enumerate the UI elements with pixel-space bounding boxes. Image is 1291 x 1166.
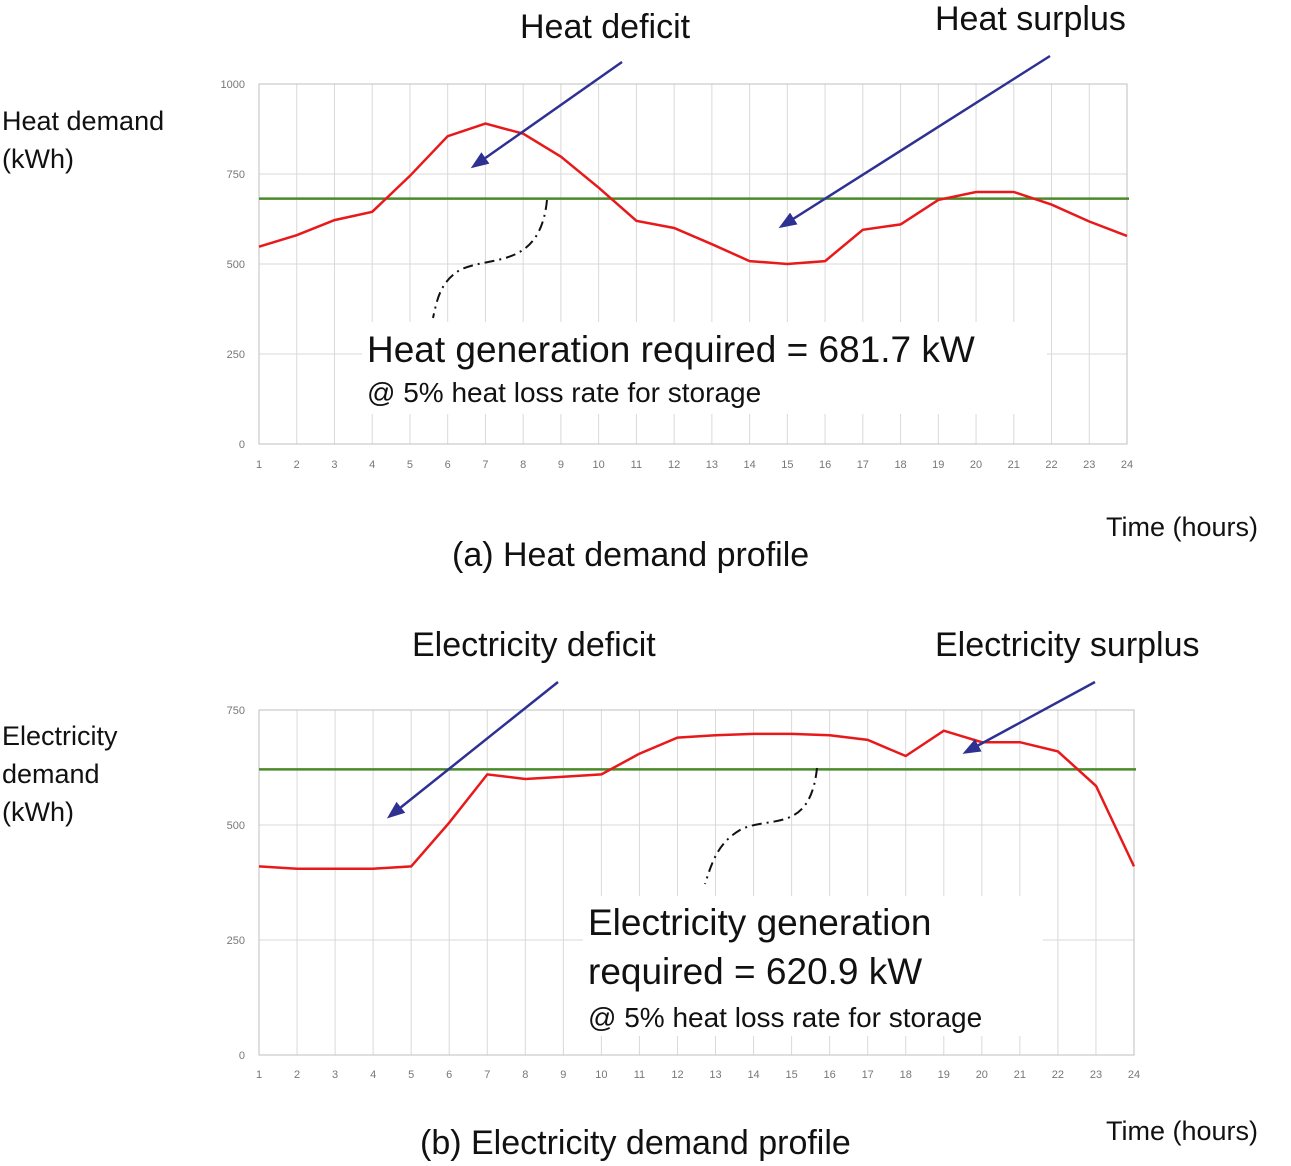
heat-demand-line: [258, 122, 1128, 266]
heat-x-tick-label: 23: [1083, 459, 1095, 471]
heat-x-tick-label: 10: [593, 459, 605, 471]
electricity-x-tick-label: 16: [824, 1069, 836, 1081]
electricity-annotation-box: [583, 896, 1043, 1036]
heat-plot-frame: [258, 83, 1128, 445]
electricity-generation-callout-line: [704, 767, 818, 885]
heat-y-tick-label: 250: [227, 349, 245, 361]
electricity-x-tick-label: 6: [446, 1069, 452, 1081]
heat-y-axis-label-1: Heat demand: [2, 106, 164, 136]
heat-generation-label: Heat generation required = 681.7 kW: [367, 329, 975, 370]
heat-generation-callout-line: [432, 199, 548, 319]
heat-x-tick-label: 12: [668, 459, 680, 471]
electricity-x-tick-label: 20: [976, 1069, 988, 1081]
electricity-y-tick-label: 500: [227, 820, 245, 832]
electricity-x-tick-label: 8: [522, 1069, 528, 1081]
electricity-x-tick-label: 18: [900, 1069, 912, 1081]
electricity-x-tick-label: 4: [370, 1069, 376, 1081]
electricity-x-tick-label: 12: [671, 1069, 683, 1081]
electricity-y-axis-label-2: demand: [2, 759, 100, 789]
electricity-x-tick-label: 9: [560, 1069, 566, 1081]
electricity-generation-label-2: required = 620.9 kW: [588, 951, 922, 992]
electricity-x-tick-label: 17: [862, 1069, 874, 1081]
electricity-x-tick-label: 21: [1014, 1069, 1026, 1081]
electricity-demand-line: [258, 729, 1136, 870]
electricity-x-axis-label: Time (hours): [1106, 1116, 1258, 1146]
heat-annotation-box: [362, 322, 1047, 414]
electricity-loss-note: @ 5% heat loss rate for storage: [588, 1002, 982, 1033]
heat-loss-note: @ 5% heat loss rate for storage: [367, 377, 761, 408]
electricity-x-tick-label: 3: [332, 1069, 338, 1081]
heat-x-tick-label: 6: [445, 459, 451, 471]
electricity-surplus-arrow: [962, 680, 1096, 754]
electricity-deficit-label: Electricity deficit: [412, 626, 656, 664]
heat-x-tick-label: 4: [369, 459, 375, 471]
heat-x-axis-label: Time (hours): [1106, 512, 1258, 542]
electricity-surplus-label: Electricity surplus: [935, 626, 1200, 664]
heat-x-tick-label: 19: [932, 459, 944, 471]
electricity-y-axis-label-3: (kWh): [2, 797, 74, 827]
electricity-y-tick-label: 250: [227, 935, 245, 947]
electricity-y-tick-label: 0: [239, 1050, 245, 1062]
heat-x-tick-label: 11: [631, 459, 642, 471]
electricity-x-tick-label: 10: [595, 1069, 607, 1081]
electricity-x-tick-label: 1: [256, 1069, 262, 1081]
heat-x-tick-label: 5: [407, 459, 413, 471]
heat-x-tick-label: 21: [1008, 459, 1020, 471]
heat-x-tick-label: 3: [331, 459, 337, 471]
heat-x-tick-label: 14: [743, 459, 755, 471]
electricity-chart-caption: (b) Electricity demand profile: [420, 1124, 851, 1162]
heat-surplus-arrow: [778, 54, 1051, 229]
heat-y-axis-label-2: (kWh): [2, 144, 74, 174]
electricity-x-tick-label: 7: [484, 1069, 490, 1081]
heat-surplus-label: Heat surplus: [935, 0, 1126, 38]
heat-x-tick-label: 18: [894, 459, 906, 471]
electricity-deficit-arrow: [386, 681, 559, 819]
heat-x-tick-label: 2: [294, 459, 300, 471]
electricity-x-tick-label: 19: [938, 1069, 950, 1081]
electricity-generation-label-1: Electricity generation: [588, 902, 931, 943]
heat-deficit-label: Heat deficit: [520, 8, 691, 46]
electricity-y-tick-label: 750: [227, 705, 245, 717]
heat-x-tick-label: 20: [970, 459, 982, 471]
heat-chart-y-ticks: 0 250 500 750 1000: [221, 79, 245, 451]
electricity-x-tick-label: 11: [634, 1069, 645, 1081]
heat-x-tick-label: 13: [706, 459, 718, 471]
heat-x-tick-label: 9: [558, 459, 564, 471]
heat-y-tick-label: 500: [227, 259, 245, 271]
electricity-chart-y-ticks: 0 250 500 750: [227, 705, 245, 1062]
electricity-x-tick-label: 24: [1128, 1069, 1140, 1081]
heat-x-tick-label: 15: [781, 459, 793, 471]
heat-y-tick-label: 0: [239, 439, 245, 451]
heat-x-tick-label: 16: [819, 459, 831, 471]
electricity-x-tick-label: 22: [1052, 1069, 1064, 1081]
heat-chart-x-ticks: 1 2 3 4 5 6 7 8 9 10 11 12 13 14 15 16 17 18 19 20 21 22 23 24: [256, 459, 1133, 471]
electricity-x-tick-label: 14: [747, 1069, 759, 1081]
electricity-y-axis-label-1: Electricity: [2, 721, 118, 751]
electricity-x-tick-label: 15: [785, 1069, 797, 1081]
heat-chart-caption: (a) Heat demand profile: [452, 536, 809, 574]
heat-x-tick-label: 24: [1121, 459, 1133, 471]
electricity-x-tick-label: 2: [294, 1069, 300, 1081]
heat-x-tick-label: 17: [857, 459, 869, 471]
electricity-x-tick-label: 13: [709, 1069, 721, 1081]
heat-x-tick-label: 7: [482, 459, 488, 471]
electricity-x-tick-label: 5: [408, 1069, 414, 1081]
heat-x-tick-label: 1: [256, 459, 262, 471]
electricity-chart-x-ticks: 1 2 3 4 5 6 7 8 9 10 11 12 13 14 15 16 17 18 19 20 21 22 23 24: [256, 1069, 1140, 1081]
heat-y-tick-label: 1000: [221, 79, 245, 91]
heat-deficit-arrow: [470, 60, 623, 169]
electricity-plot-frame: [258, 709, 1135, 1056]
heat-x-tick-label: 22: [1045, 459, 1057, 471]
electricity-x-tick-label: 23: [1090, 1069, 1102, 1081]
heat-y-tick-label: 750: [227, 169, 245, 181]
heat-x-tick-label: 8: [520, 459, 526, 471]
